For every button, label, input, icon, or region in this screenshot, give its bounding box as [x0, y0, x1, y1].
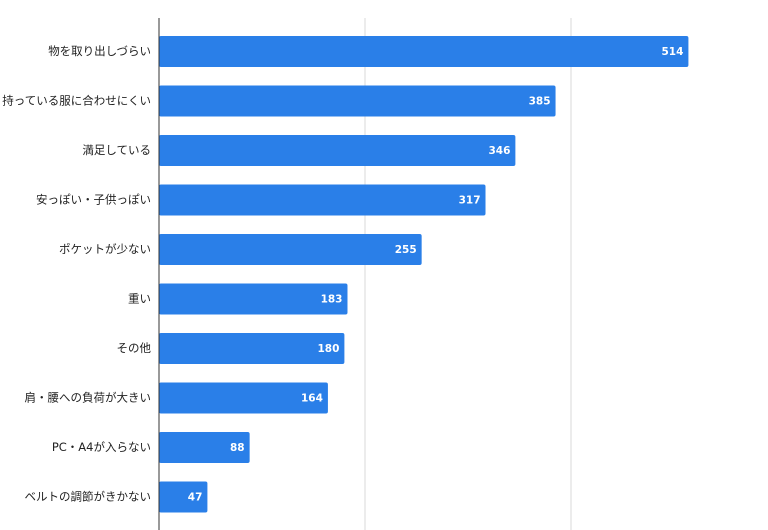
value-labels: 514 385 346 317 255 183 180 164 88 47 [188, 46, 684, 504]
data-label: 514 [661, 46, 683, 58]
bars [159, 36, 689, 513]
bar [159, 234, 422, 265]
category-label: PC・A4が入らない [52, 440, 151, 454]
bar [159, 333, 345, 364]
category-labels: 物を取り出しづらい持っている服に合わせにくい満足している安っぽい・子供っぽいポケ… [2, 44, 151, 504]
category-label: 持っている服に合わせにくい [2, 94, 151, 108]
data-label: 385 [529, 96, 551, 108]
bar [159, 135, 516, 166]
data-label: 255 [395, 244, 417, 256]
category-label: 満足している [82, 143, 151, 157]
data-label: 88 [230, 442, 245, 454]
category-label: 物を取り出しづらい [48, 44, 151, 58]
data-label: 180 [317, 343, 339, 355]
data-label: 47 [188, 492, 203, 504]
data-label: 183 [321, 294, 343, 306]
bar [159, 36, 689, 67]
category-label: 安っぽい・子供っぽい [36, 193, 151, 207]
data-label: 317 [459, 195, 481, 207]
category-label: ベルトの調節がきかない [25, 490, 152, 504]
category-label: 重い [128, 292, 151, 306]
category-label: その他 [117, 341, 152, 355]
bar [159, 184, 486, 216]
category-label: ポケットが少ない [59, 242, 151, 256]
bar [159, 283, 348, 315]
bar [159, 382, 328, 414]
category-label: 肩・腰への負荷が大きい [25, 391, 152, 405]
bar [159, 85, 556, 117]
bar [159, 481, 208, 513]
bar [159, 432, 250, 463]
data-label: 164 [301, 393, 323, 405]
data-label: 346 [488, 145, 510, 157]
